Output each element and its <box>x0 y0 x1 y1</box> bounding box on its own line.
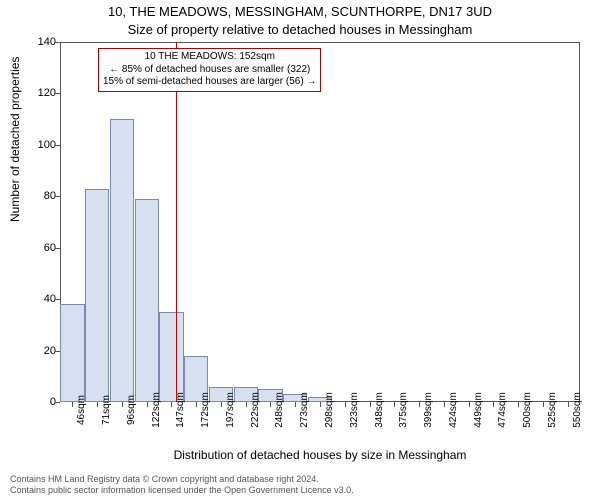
annotation-box: 10 THE MEADOWS: 152sqm← 85% of detached … <box>98 48 321 92</box>
x-tick-label: 375sqm <box>398 392 409 428</box>
y-tick-mark <box>55 402 60 403</box>
x-tick-mark <box>320 402 321 407</box>
x-tick-mark <box>246 402 247 407</box>
histogram-bar <box>159 312 183 402</box>
x-tick-label: 474sqm <box>497 392 508 428</box>
chart-subtitle: Size of property relative to detached ho… <box>0 22 600 37</box>
x-tick-label: 96sqm <box>126 395 137 425</box>
x-tick-label: 222sqm <box>250 392 261 428</box>
x-tick-mark <box>394 402 395 407</box>
x-tick-label: 449sqm <box>473 392 484 428</box>
annotation-line: 10 THE MEADOWS: 152sqm <box>103 51 316 64</box>
y-tick-label: 100 <box>38 139 56 151</box>
histogram-bar <box>60 304 84 402</box>
y-tick-mark <box>55 299 60 300</box>
x-tick-label: 348sqm <box>374 392 385 428</box>
reference-line <box>176 42 177 402</box>
x-tick-label: 424sqm <box>448 392 459 428</box>
y-tick-mark <box>55 93 60 94</box>
histogram-bar <box>85 189 109 402</box>
y-tick-mark <box>55 351 60 352</box>
x-tick-mark <box>370 402 371 407</box>
x-tick-mark <box>469 402 470 407</box>
y-tick-mark <box>55 248 60 249</box>
x-tick-label: 122sqm <box>151 392 162 428</box>
x-tick-label: 500sqm <box>522 392 533 428</box>
x-tick-label: 399sqm <box>423 392 434 428</box>
x-tick-label: 197sqm <box>225 392 236 428</box>
footer-line-1: Contains HM Land Registry data © Crown c… <box>10 474 354 485</box>
x-tick-label: 46sqm <box>76 395 87 425</box>
x-tick-label: 248sqm <box>274 392 285 428</box>
x-tick-mark <box>444 402 445 407</box>
footer-line-2: Contains public sector information licen… <box>10 485 354 496</box>
histogram-bar <box>110 119 134 402</box>
x-tick-label: 525sqm <box>547 392 558 428</box>
y-tick-mark <box>55 145 60 146</box>
y-axis-label: Number of detached properties <box>8 57 22 222</box>
x-tick-mark <box>345 402 346 407</box>
annotation-line: 15% of semi-detached houses are larger (… <box>103 76 316 89</box>
y-tick-label: 120 <box>38 87 56 99</box>
histogram-bar <box>135 199 159 402</box>
x-tick-label: 298sqm <box>324 392 335 428</box>
annotation-line: ← 85% of detached houses are smaller (32… <box>103 64 316 77</box>
x-axis-label: Distribution of detached houses by size … <box>60 448 580 462</box>
x-tick-label: 147sqm <box>175 392 186 428</box>
x-tick-mark <box>568 402 569 407</box>
x-tick-label: 323sqm <box>349 392 360 428</box>
y-tick-mark <box>55 196 60 197</box>
x-tick-label: 550sqm <box>572 392 583 428</box>
x-tick-mark <box>221 402 222 407</box>
x-tick-mark <box>518 402 519 407</box>
x-tick-mark <box>72 402 73 407</box>
x-tick-mark <box>270 402 271 407</box>
x-tick-mark <box>97 402 98 407</box>
x-tick-label: 273sqm <box>299 392 310 428</box>
chart-title: 10, THE MEADOWS, MESSINGHAM, SCUNTHORPE,… <box>0 4 600 19</box>
x-tick-mark <box>171 402 172 407</box>
y-tick-label: 140 <box>38 36 56 48</box>
x-tick-mark <box>543 402 544 407</box>
x-tick-mark <box>419 402 420 407</box>
x-tick-mark <box>147 402 148 407</box>
x-tick-label: 71sqm <box>101 395 112 425</box>
x-tick-mark <box>493 402 494 407</box>
plot-area: 10 THE MEADOWS: 152sqm← 85% of detached … <box>60 42 580 402</box>
y-tick-mark <box>55 42 60 43</box>
x-tick-label: 172sqm <box>200 392 211 428</box>
footer-attribution: Contains HM Land Registry data © Crown c… <box>10 474 354 496</box>
x-tick-mark <box>196 402 197 407</box>
x-tick-mark <box>122 402 123 407</box>
x-tick-mark <box>295 402 296 407</box>
